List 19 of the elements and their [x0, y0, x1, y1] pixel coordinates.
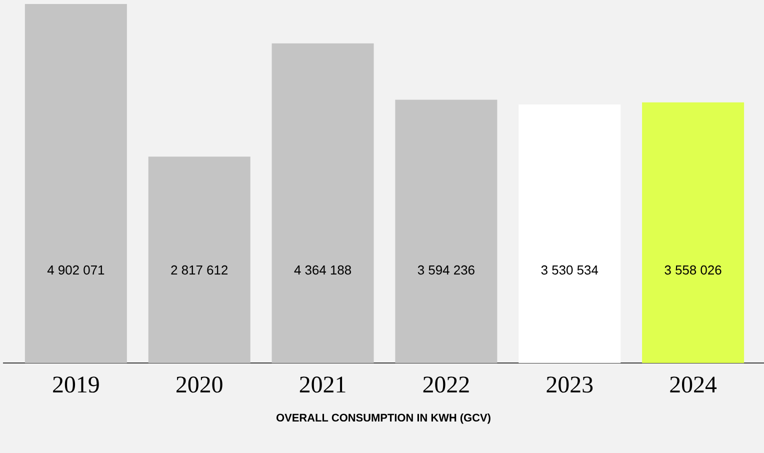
x-axis-title: OVERALL CONSUMPTION IN KWH (GCV): [276, 414, 490, 424]
data-label: 3 558 026: [664, 265, 722, 275]
data-label: 4 902 071: [47, 265, 104, 275]
x-tick-label: 2021: [300, 376, 346, 393]
x-tick-label: 2019: [53, 376, 99, 393]
bar: [272, 43, 374, 363]
data-label: 3 594 236: [418, 265, 474, 275]
bar: [148, 156, 250, 363]
x-tick-label: 2022: [423, 376, 469, 393]
x-tick-label: 2024: [670, 376, 717, 393]
x-tick-label: 2023: [546, 376, 593, 393]
x-tick-label: 2020: [176, 376, 222, 393]
bar: [642, 102, 744, 363]
bar: [518, 104, 621, 363]
data-label: 3 530 534: [541, 265, 598, 275]
bar: [395, 100, 498, 363]
data-label: 2 817 612: [171, 265, 228, 275]
bar: [24, 4, 127, 363]
data-label: 4 364 188: [294, 265, 352, 275]
